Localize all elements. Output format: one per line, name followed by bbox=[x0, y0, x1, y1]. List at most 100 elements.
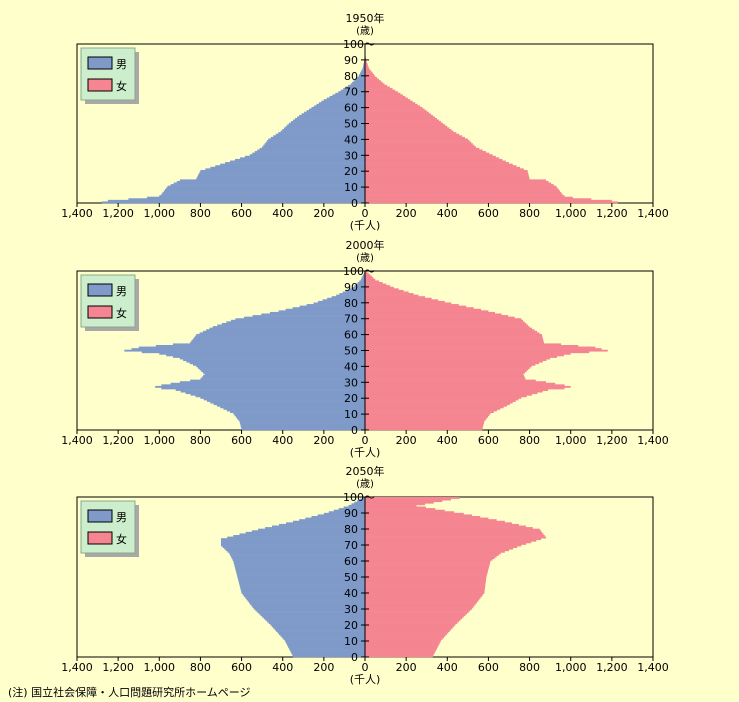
female-bar-age-32 bbox=[365, 604, 475, 607]
female-bar-age-42 bbox=[365, 135, 463, 138]
female-bar-age-64 bbox=[365, 554, 499, 556]
legend-label-female: 女 bbox=[116, 79, 127, 93]
male-bar-age-17 bbox=[197, 174, 365, 177]
male-bar-age-60 bbox=[311, 106, 365, 109]
female-bar-age-16 bbox=[365, 176, 530, 179]
female-bar-age-46 bbox=[365, 582, 486, 585]
female-bar-age-56 bbox=[365, 113, 431, 116]
x-tick-label: 200 bbox=[313, 661, 334, 674]
female-bar-age-83 bbox=[365, 297, 432, 300]
x-tick-label: 400 bbox=[272, 661, 293, 674]
male-bar-age-19 bbox=[271, 625, 365, 628]
male-bar-age-85 bbox=[362, 67, 365, 70]
x-tick-label: 800 bbox=[190, 661, 211, 674]
female-bar-age-30 bbox=[365, 154, 493, 157]
age-tick-label: 70 bbox=[344, 313, 358, 326]
x-tick-label: 1,200 bbox=[596, 661, 628, 674]
female-bar-age-24 bbox=[365, 163, 513, 166]
female-bar-age-36 bbox=[365, 371, 526, 374]
female-bar-age-66 bbox=[365, 550, 505, 553]
female-bar-age-75 bbox=[365, 310, 489, 313]
male-bar-age-56 bbox=[234, 566, 365, 569]
male-bar-age-76 bbox=[233, 535, 365, 537]
female-bar-age-2 bbox=[365, 425, 484, 428]
male-bar-age-97 bbox=[354, 501, 365, 504]
male-bar-age-93 bbox=[338, 508, 365, 510]
female-bar-age-59 bbox=[365, 561, 491, 564]
x-tick-label: 1,000 bbox=[144, 661, 176, 674]
female-bar-age-31 bbox=[365, 379, 536, 382]
female-bar-age-45 bbox=[365, 357, 551, 360]
x-tick-label: 600 bbox=[231, 207, 252, 220]
male-bar-age-94 bbox=[343, 506, 365, 509]
male-bar-age-42 bbox=[240, 588, 365, 591]
female-bar-age-85 bbox=[365, 67, 370, 70]
male-bar-age-21 bbox=[205, 168, 365, 171]
female-bar-age-29 bbox=[365, 609, 471, 612]
male-bar-age-52 bbox=[236, 573, 365, 575]
male-bar-age-92 bbox=[333, 509, 365, 512]
male-bar-age-39 bbox=[197, 367, 365, 369]
male-bar-age-99 bbox=[360, 498, 365, 501]
female-bar-age-60 bbox=[365, 333, 542, 336]
female-bar-age-14 bbox=[365, 633, 447, 636]
female-bar-age-21 bbox=[365, 395, 527, 398]
age-tick-label: 80 bbox=[344, 297, 358, 310]
female-bar-age-58 bbox=[365, 337, 543, 339]
female-bar-age-100 bbox=[365, 497, 460, 499]
male-bar-age-40 bbox=[268, 138, 365, 141]
male-bar-age-82 bbox=[322, 299, 365, 302]
female-bar-age-95 bbox=[365, 504, 417, 507]
male-bar-age-69 bbox=[230, 319, 365, 322]
x-tick-label: 800 bbox=[519, 661, 540, 674]
female-bar-age-80 bbox=[365, 302, 452, 305]
x-tick-label: 600 bbox=[478, 661, 499, 674]
female-bar-age-56 bbox=[365, 340, 544, 343]
female-bar-age-71 bbox=[365, 89, 396, 92]
male-bar-age-78 bbox=[355, 78, 365, 81]
male-bar-age-67 bbox=[221, 322, 365, 325]
male-bar-age-49 bbox=[287, 124, 365, 127]
male-bar-age-10 bbox=[284, 639, 365, 642]
x-tick-label: 600 bbox=[231, 661, 252, 674]
male-bar-age-30 bbox=[253, 607, 365, 610]
female-bar-age-19 bbox=[365, 625, 455, 628]
male-bar-age-23 bbox=[265, 618, 365, 621]
female-bar-age-76 bbox=[365, 81, 383, 84]
age-tick-label: 90 bbox=[344, 507, 358, 520]
x-tick-label: 600 bbox=[231, 434, 252, 447]
male-bar-age-25 bbox=[262, 615, 365, 618]
female-bar-age-41 bbox=[365, 363, 536, 366]
female-bar-age-44 bbox=[365, 359, 547, 362]
male-bar-age-81 bbox=[318, 300, 365, 303]
male-bar-age-31 bbox=[190, 379, 365, 382]
female-bar-age-87 bbox=[365, 517, 489, 520]
female-bar-age-95 bbox=[365, 278, 376, 281]
female-bar-age-63 bbox=[365, 555, 497, 558]
male-bar-age-4 bbox=[289, 649, 365, 651]
female-bar-age-45 bbox=[365, 584, 486, 587]
female-bar-age-22 bbox=[365, 166, 521, 169]
male-bar-age-84 bbox=[361, 69, 365, 72]
female-bar-age-81 bbox=[365, 73, 375, 76]
female-bar-age-69 bbox=[365, 92, 401, 95]
female-bar-age-62 bbox=[365, 330, 537, 333]
male-bar-age-74 bbox=[269, 311, 365, 314]
female-bar-age-75 bbox=[365, 536, 547, 539]
female-bar-age-91 bbox=[365, 58, 367, 61]
male-bar-age-46 bbox=[282, 129, 365, 131]
female-bar-age-44 bbox=[365, 585, 486, 588]
female-bar-age-57 bbox=[365, 111, 429, 114]
male-bar-age-37 bbox=[264, 143, 365, 146]
female-bar-age-97 bbox=[365, 501, 434, 504]
female-bar-age-67 bbox=[365, 549, 509, 552]
female-bar-age-62 bbox=[365, 103, 418, 106]
x-tick-label: 400 bbox=[272, 434, 293, 447]
female-bar-age-2 bbox=[365, 198, 592, 201]
x-tick-label: 1,400 bbox=[637, 207, 669, 220]
male-bar-age-47 bbox=[238, 580, 365, 583]
male-bar-age-29 bbox=[170, 382, 365, 385]
female-bar-age-43 bbox=[365, 133, 460, 136]
male-bar-age-25 bbox=[225, 162, 365, 164]
male-bar-age-17 bbox=[210, 401, 365, 404]
